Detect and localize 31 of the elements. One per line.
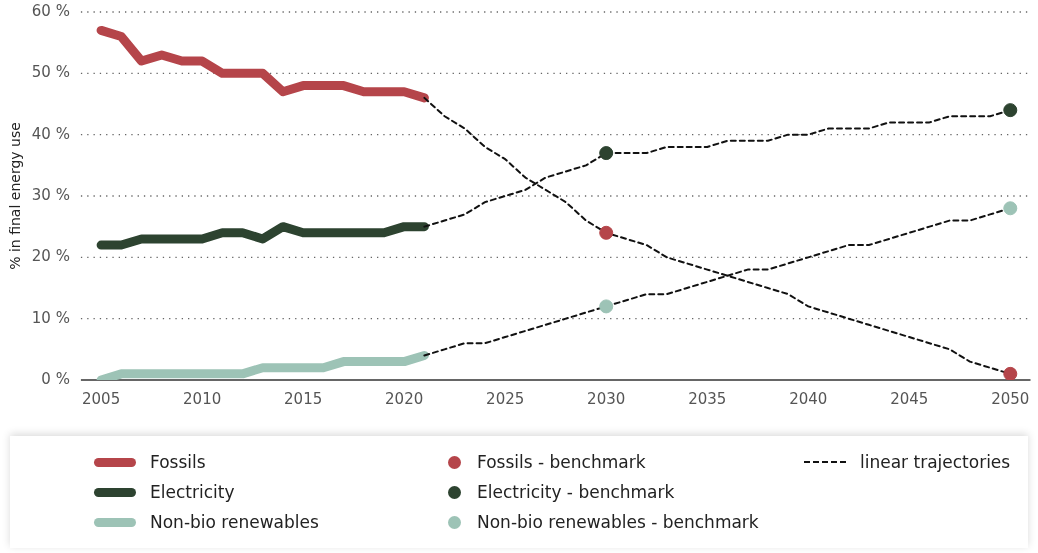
x-tick-label: 2025 (486, 389, 525, 408)
point (1003, 366, 1018, 380)
legend-label: Non-bio renewables - benchmark (477, 512, 759, 532)
y-tick-label: 60 % (31, 1, 70, 20)
point (599, 225, 614, 240)
legend-label: Electricity - benchmark (477, 482, 675, 502)
y-tick-label: 0 % (41, 369, 70, 388)
legend-label: Non-bio renewables (150, 512, 319, 532)
legend-label: Fossils (150, 452, 206, 472)
legend-label: Fossils - benchmark (477, 452, 646, 472)
x-tick-label: 2015 (284, 389, 323, 408)
y-tick-label: 40 % (31, 124, 70, 143)
point (1003, 201, 1018, 216)
x-tick-label: 2035 (688, 389, 727, 408)
legend-label: linear trajectories (860, 452, 1011, 472)
x-tick-label: 2020 (385, 389, 424, 408)
x-tick-label: 2010 (183, 389, 222, 408)
x-tick-label: 2050 (991, 389, 1030, 408)
x-tick-label: 2030 (587, 389, 626, 408)
x-tick-label: 2005 (82, 389, 121, 408)
y-axis-title: % in final energy use (7, 122, 24, 270)
y-tick-label: 10 % (31, 308, 70, 327)
x-tick-label: 2040 (789, 389, 828, 408)
x-tick-label: 2045 (890, 389, 929, 408)
point (599, 146, 614, 161)
legend-label: Electricity (150, 482, 235, 502)
y-tick-label: 30 % (31, 185, 70, 204)
y-tick-label: 20 % (31, 247, 70, 266)
point (1003, 103, 1018, 118)
y-tick-label: 50 % (31, 63, 70, 82)
point (599, 299, 614, 314)
